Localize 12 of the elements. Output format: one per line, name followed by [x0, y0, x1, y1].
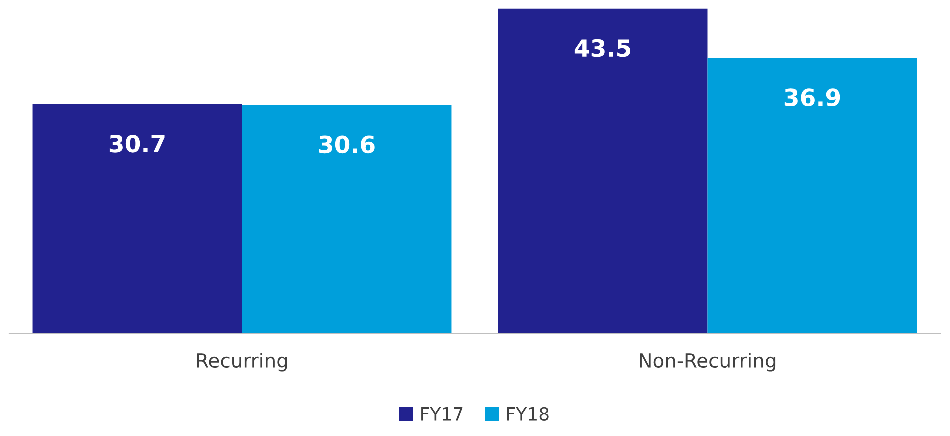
bar: [32, 104, 242, 334]
bar: [242, 105, 452, 334]
bar: [498, 8, 708, 334]
legend-label: FY17: [422, 408, 463, 421]
x-tick-label: Non-Recurring: [640, 352, 776, 372]
data-label: 30.6: [319, 136, 375, 154]
data-label: 43.5: [574, 39, 630, 58]
bar: [708, 58, 918, 334]
data-label: 36.9: [784, 88, 840, 107]
data-label: 30.7: [110, 134, 165, 153]
legend-label: FY18: [507, 407, 549, 421]
x-tick-label: Recurring: [197, 352, 288, 372]
